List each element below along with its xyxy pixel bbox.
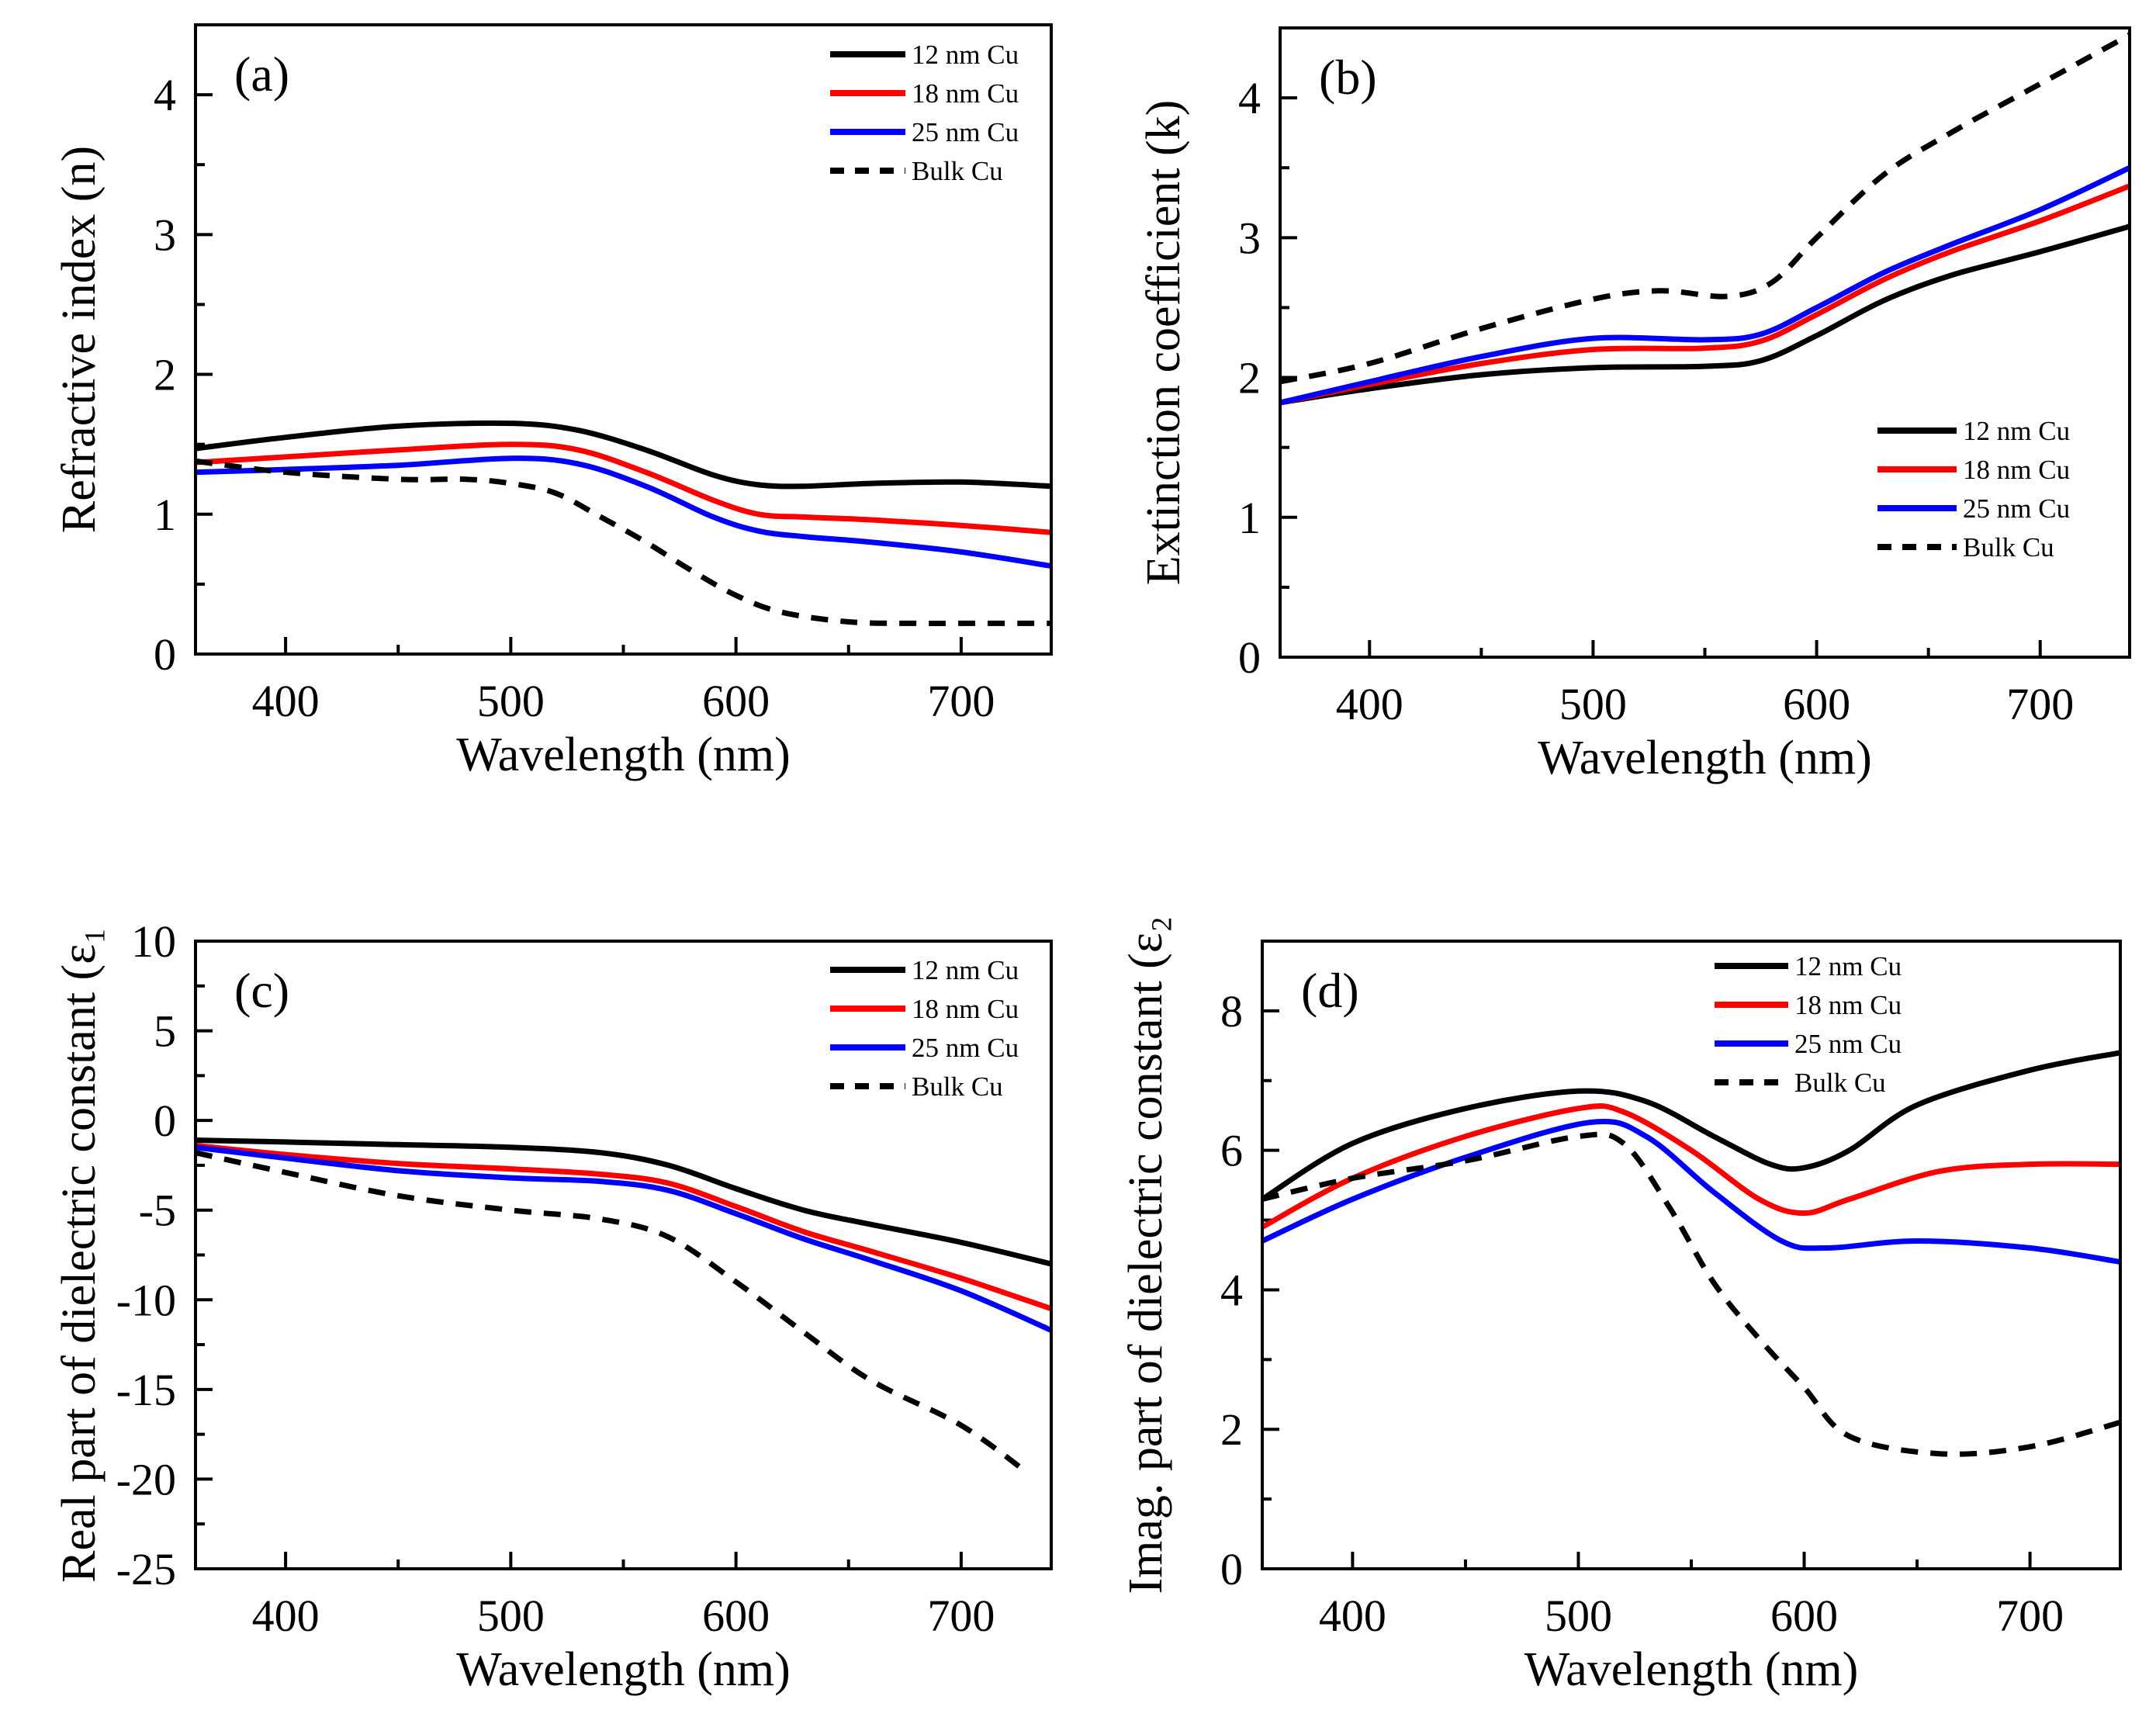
panel-b-series-bulk-cu: [1280, 32, 2130, 385]
panel-c-y-tick-label: -5: [139, 1186, 176, 1236]
panel-b: 400 500 600 700 0 1 2 3 4 (b) Wavelength (nm) Extin…: [1137, 26, 2131, 784]
panel-a-y-tick-label: 1: [154, 490, 176, 540]
panel-a-series-bulk-cu: [196, 458, 1051, 627]
panel-d-y-axis-title: Imag. part of dielectric constant (ε₂: [1120, 916, 1172, 1594]
panel-c-series-18-nm-cu: [196, 1143, 1051, 1312]
panel-c-y-tick-label: 5: [154, 1006, 176, 1057]
panel-c-x-tick-label: 500: [477, 1591, 545, 1641]
panel-c-series-12-nm-cu: [196, 1137, 1051, 1267]
panel-b-y-tick-label: 0: [1238, 632, 1261, 683]
panel-a-label: (a): [234, 47, 289, 102]
panel-d-x-tick-label: 700: [1996, 1591, 2064, 1641]
panel-c-series-bulk-cu: [196, 1150, 1031, 1476]
panel-b-series-25-nm-cu: [1280, 164, 2130, 406]
legend-entry: 25 nm Cu: [912, 1033, 1019, 1063]
panel-d-legend: 12 nm Cu 18 nm Cu 25 nm Cu Bulk Cu: [1715, 951, 1902, 1098]
legend-entry: 25 nm Cu: [1794, 1029, 1902, 1059]
panel-a-x-tick-label: 400: [252, 676, 320, 726]
panel-d-series-bulk-cu: [1262, 1131, 2120, 1457]
panel-d-y-tick-label: 6: [1220, 1126, 1243, 1176]
panel-b-y-axis-title: Extinction coefficient (k): [1137, 100, 1190, 586]
panel-a-x-tick-label: 500: [477, 676, 545, 726]
legend-entry: Bulk Cu: [1963, 532, 2054, 562]
panel-c-y-tick-label: -20: [116, 1454, 176, 1504]
panel-b-legend: 12 nm Cu 18 nm Cu 25 nm Cu Bulk Cu: [1877, 416, 2070, 562]
panel-a-x-tick-label: 700: [927, 676, 995, 726]
panel-d-y-tick-label: 8: [1220, 986, 1243, 1037]
panel-b-series-18-nm-cu: [1280, 183, 2130, 406]
legend-entry: 12 nm Cu: [1794, 951, 1902, 981]
panel-b-frame: [1279, 26, 2131, 659]
panel-d-x-tick-label: 500: [1545, 1591, 1612, 1641]
panel-d-x-tick-label: 600: [1770, 1591, 1838, 1641]
legend-entry: Bulk Cu: [912, 1071, 1003, 1102]
legend-entry: 18 nm Cu: [912, 78, 1019, 109]
panel-b-series-12-nm-cu: [1280, 223, 2130, 406]
panel-a-y-tick-label: 0: [154, 629, 176, 680]
panel-c-label: (c): [234, 963, 289, 1018]
legend-entry: 25 nm Cu: [912, 117, 1019, 147]
panel-d-x-axis-title: Wavelength (nm): [1524, 1643, 1859, 1696]
panel-b-x-tick-label: 400: [1336, 679, 1403, 729]
panel-c-x-tick-label: 700: [927, 1591, 995, 1641]
panel-d-label: (d): [1301, 963, 1359, 1018]
panel-c-x-tick-label: 400: [252, 1591, 320, 1641]
panel-c-y-tick-label: 0: [154, 1096, 176, 1146]
panel-b-x-tick-label: 700: [2006, 679, 2074, 729]
panel-a-y-tick-label: 4: [154, 70, 176, 120]
panel-c-y-axis-title: Real part of dielectric constant (ε₁: [53, 927, 106, 1583]
panel-c-legend: 12 nm Cu 18 nm Cu 25 nm Cu Bulk Cu: [830, 955, 1019, 1102]
panel-a-series-12-nm-cu: [196, 420, 1051, 490]
panel-c-x-tick-label: 600: [702, 1591, 770, 1641]
panel-c-x-axis-title: Wavelength (nm): [456, 1643, 791, 1696]
legend-entry: 18 nm Cu: [1963, 455, 2070, 485]
panel-a-x-tick-label: 600: [702, 676, 770, 726]
panel-d-y-tick-label: 0: [1220, 1544, 1243, 1594]
legend-entry: 18 nm Cu: [1794, 990, 1902, 1020]
panel-c-y-tick-label: -25: [116, 1544, 176, 1594]
panel-a-frame: [194, 23, 1053, 656]
panel-c-y-tick-label: 10: [131, 916, 176, 967]
panel-a-series-25-nm-cu: [196, 455, 1051, 569]
panel-d-series-25-nm-cu: [1262, 1118, 2120, 1265]
panel-c-y-tick-label: -10: [116, 1275, 176, 1325]
panel-b-x-tick-label: 500: [1559, 679, 1627, 729]
legend-entry: 12 nm Cu: [1963, 416, 2070, 446]
panel-b-y-tick-label: 2: [1238, 353, 1261, 403]
panel-c-series-25-nm-cu: [196, 1144, 1051, 1334]
legend-entry: 18 nm Cu: [912, 994, 1019, 1024]
panel-d-y-tick-label: 2: [1220, 1404, 1243, 1455]
legend-entry: Bulk Cu: [912, 156, 1003, 186]
panel-d-frame: [1261, 940, 2122, 1570]
panel-d: 400 500 600 700 0 2 4 6 8 (d) Wavelength (nm) Imag.…: [1120, 916, 2122, 1696]
panel-c: 400 500 600 700 10 5 0 -5 -10 -15 -20 -25 (c) Wavelen…: [53, 916, 1053, 1696]
panel-b-x-axis-title: Wavelength (nm): [1538, 732, 1872, 784]
panel-d-y-tick-label: 4: [1220, 1265, 1243, 1315]
panel-a-y-axis-title: Refractive index (n): [53, 146, 106, 533]
panel-b-y-tick-label: 3: [1238, 213, 1261, 263]
panel-a-series-18-nm-cu: [196, 441, 1051, 535]
legend-entry: 25 nm Cu: [1963, 493, 2070, 524]
panel-a-legend: 12 nm Cu 18 nm Cu 25 nm Cu Bulk Cu: [830, 40, 1019, 186]
panel-b-y-tick-label: 1: [1238, 493, 1261, 543]
panel-d-x-tick-label: 400: [1319, 1591, 1386, 1641]
panel-c-y-tick-label: -15: [116, 1365, 176, 1415]
panel-d-series-18-nm-cu: [1262, 1102, 2120, 1230]
legend-entry: 12 nm Cu: [912, 955, 1019, 985]
legend-entry: 12 nm Cu: [912, 40, 1019, 70]
panel-b-label: (b): [1319, 50, 1377, 105]
panel-a-y-tick-label: 3: [154, 209, 176, 260]
panel-d-series-12-nm-cu: [1262, 1050, 2120, 1203]
panel-a: 400 500 600 700 0 1 2 3 4 (a) Wavelength (nm) Refra…: [53, 23, 1053, 781]
panel-a-x-axis-title: Wavelength (nm): [456, 729, 791, 781]
legend-entry: Bulk Cu: [1794, 1068, 1886, 1098]
panel-c-frame: [194, 940, 1053, 1570]
panel-a-y-tick-label: 2: [154, 350, 176, 400]
panel-b-x-tick-label: 600: [1783, 679, 1850, 729]
panel-b-y-tick-label: 4: [1238, 73, 1261, 123]
